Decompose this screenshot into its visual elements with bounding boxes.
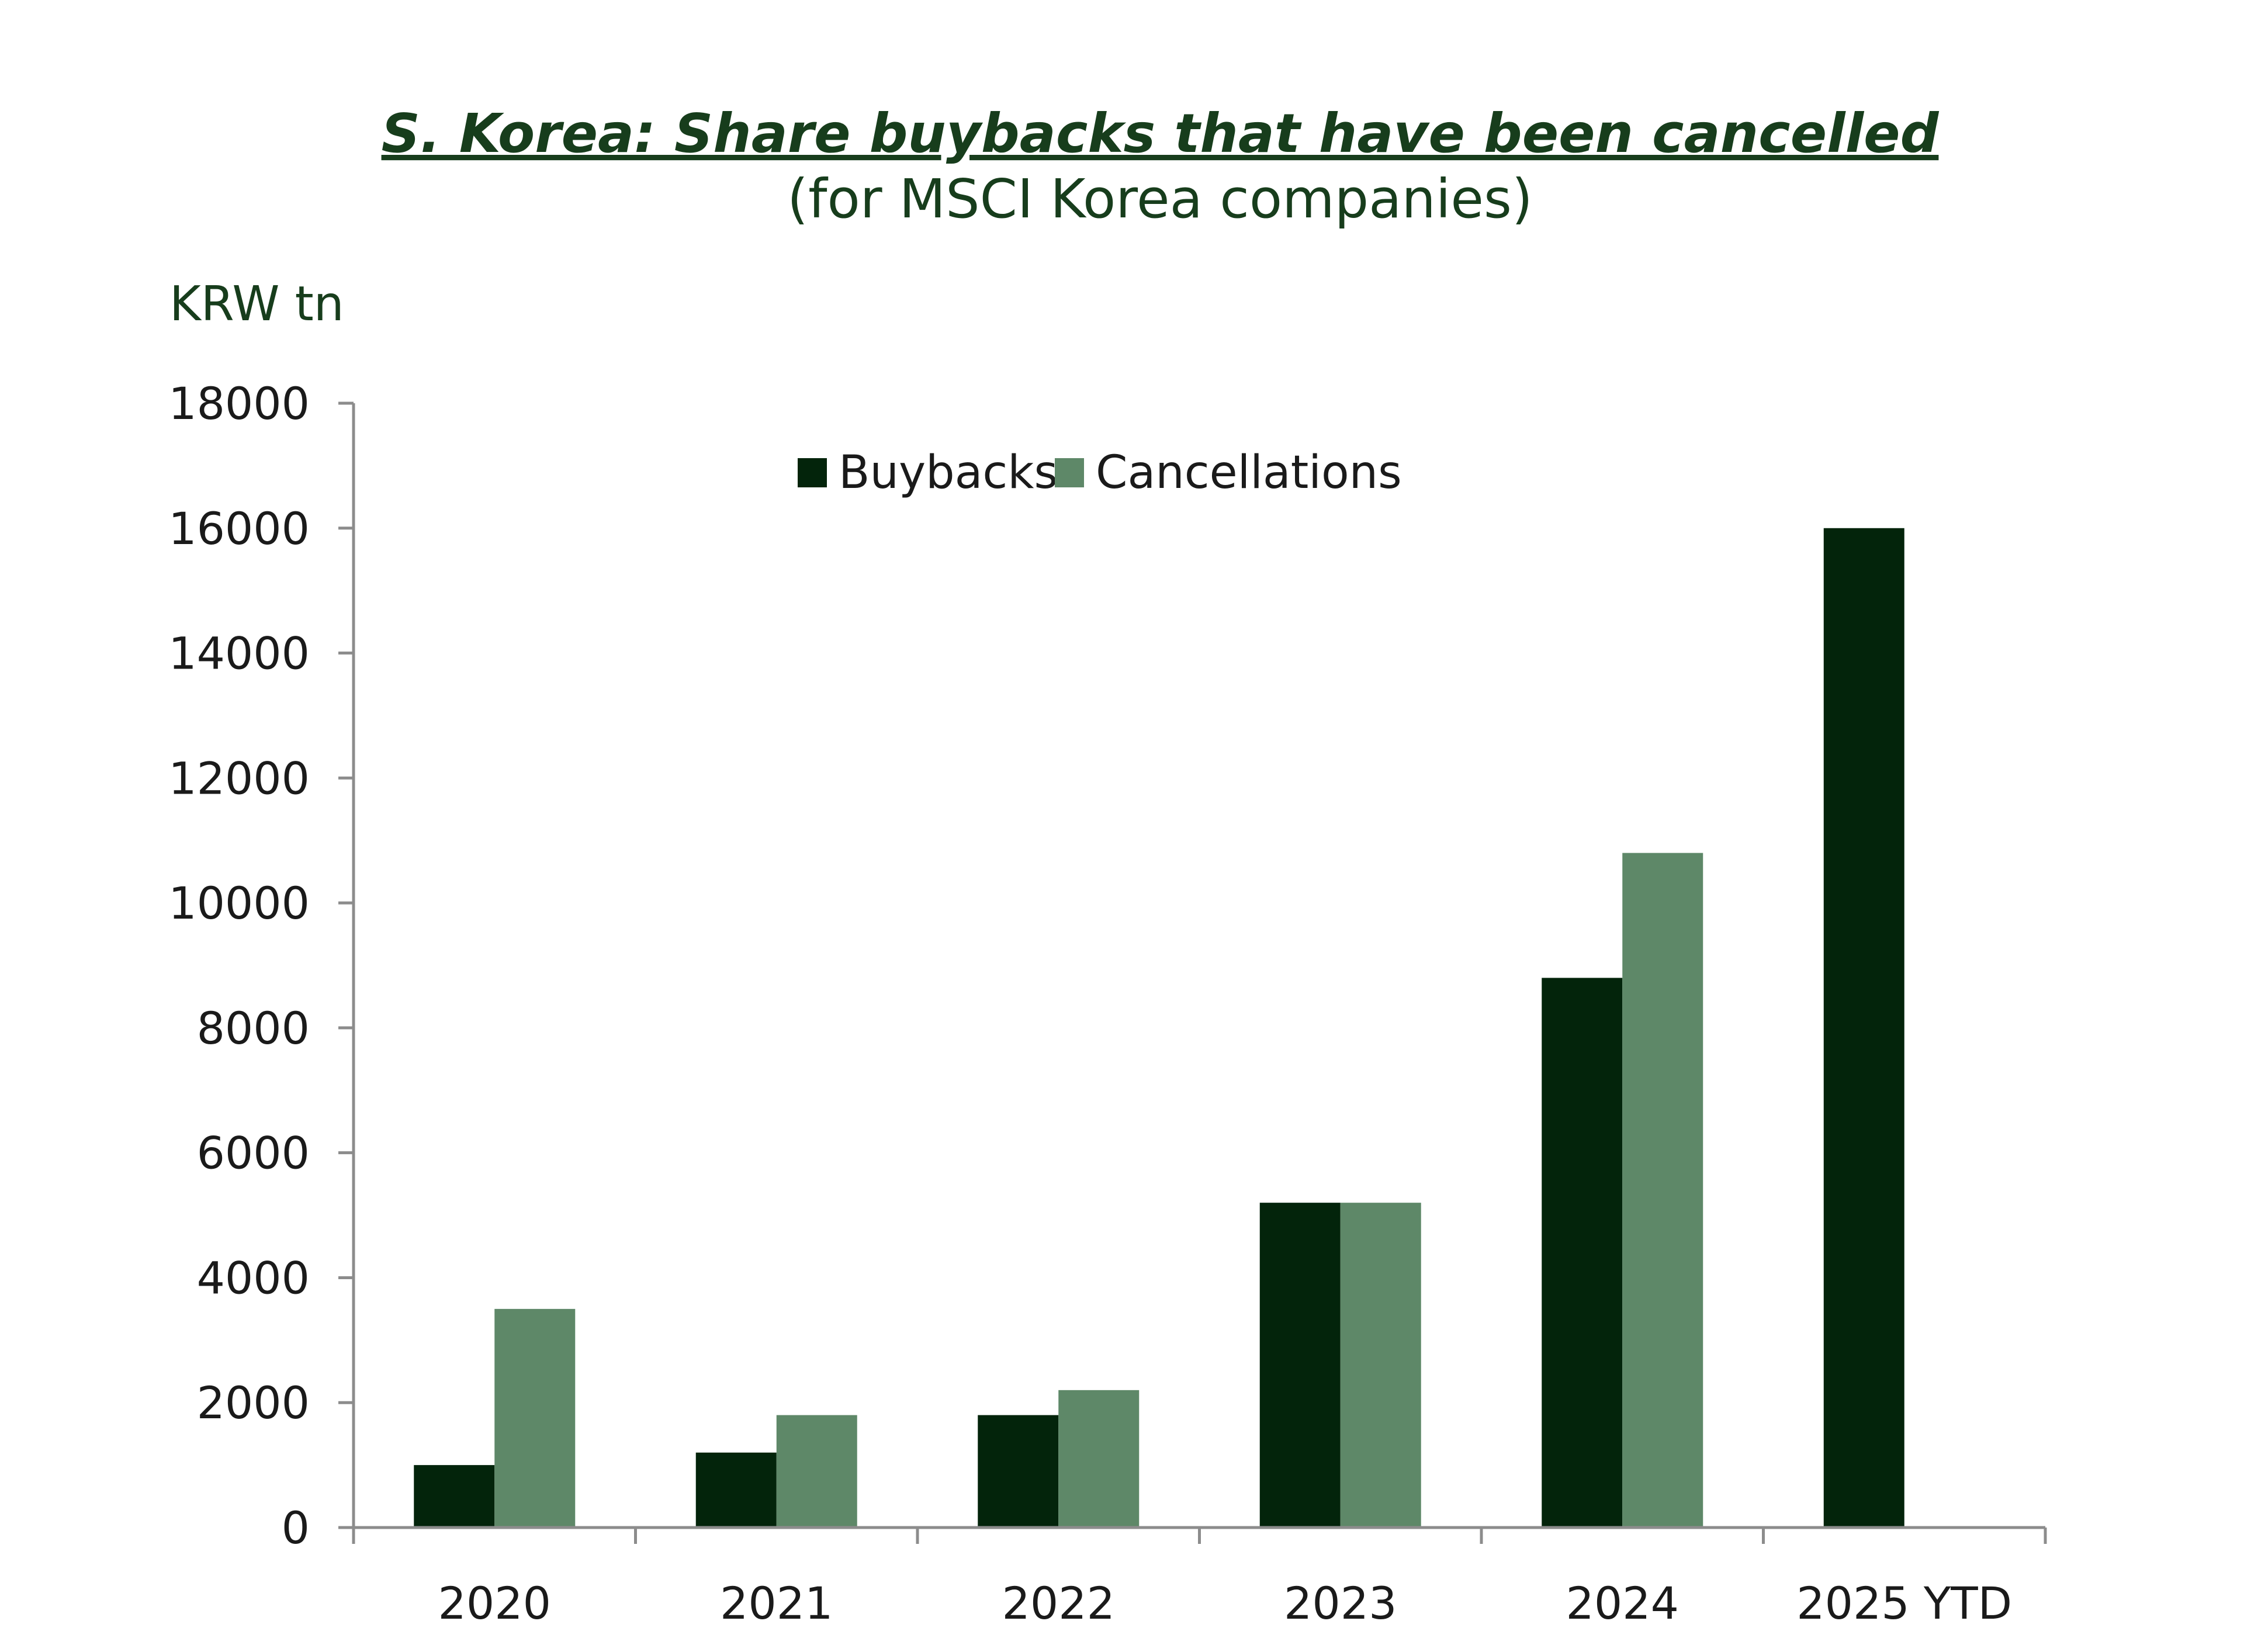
x-tick-label: 2024 (1566, 1577, 1679, 1629)
bar-cancellations-2022 (1058, 1390, 1140, 1528)
y-tick-label: 2000 (197, 1377, 310, 1429)
y-tick-label: 4000 (197, 1252, 310, 1304)
y-tick-label: 14000 (168, 628, 310, 680)
legend-label-cancellations: Cancellations (1096, 446, 1402, 499)
y-tick-label: 6000 (197, 1127, 310, 1179)
y-tick-label: 16000 (168, 503, 310, 555)
y-axis-label: KRW tn (169, 276, 344, 332)
y-tick-label: 0 (282, 1502, 310, 1554)
axes: 0 2000 4000 6000 8000 10000 12000 14000 16000 180… (168, 377, 2047, 1629)
y-tick-label: 12000 (168, 752, 310, 804)
bar-cancellations-2020 (494, 1308, 576, 1528)
bar-buybacks-2024 (1542, 978, 1623, 1528)
y-tick-label: 18000 (168, 377, 310, 430)
chart-subtitle: (for MSCI Korea companies) (787, 168, 1533, 230)
bar-buybacks-2022 (978, 1415, 1059, 1528)
legend-swatch-cancellations (1055, 458, 1084, 487)
y-tick-label: 10000 (168, 877, 310, 929)
bar-cancellations-2021 (776, 1415, 857, 1528)
x-tick-label: 2021 (720, 1577, 833, 1629)
y-tick-label: 8000 (197, 1002, 310, 1054)
x-tick-label: 2020 (438, 1577, 551, 1629)
legend: Buybacks Cancellations (798, 446, 1402, 499)
chart-title: S. Korea: Share buybacks that have been … (382, 102, 1940, 165)
x-tick-label: 2025 YTD (1796, 1577, 2012, 1629)
bar-buybacks-2020 (414, 1465, 495, 1528)
bar-cancellations-2024 (1622, 853, 1703, 1528)
bars (414, 528, 1904, 1528)
x-tick-label: 2022 (1002, 1577, 1115, 1629)
legend-swatch-buybacks (798, 458, 827, 487)
x-tick-label: 2023 (1284, 1577, 1397, 1629)
bar-buybacks-2021 (695, 1452, 777, 1528)
legend-label-buybacks: Buybacks (839, 446, 1058, 499)
bar-cancellations-2023 (1340, 1203, 1421, 1528)
bar-buybacks-2025-ytd (1823, 528, 1904, 1528)
bar-buybacks-2023 (1259, 1203, 1341, 1528)
